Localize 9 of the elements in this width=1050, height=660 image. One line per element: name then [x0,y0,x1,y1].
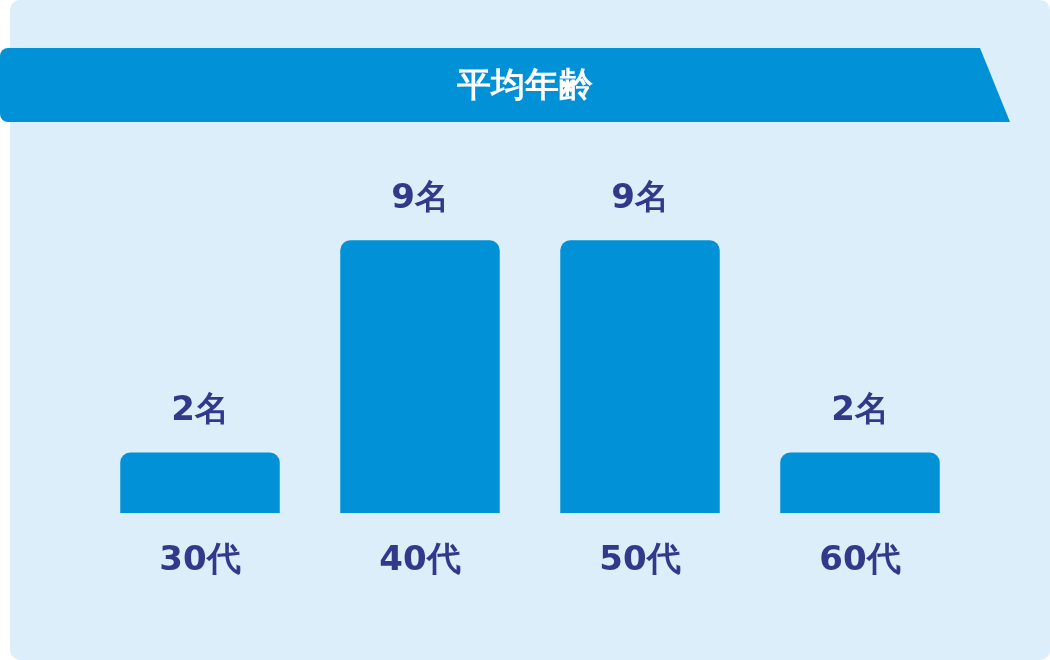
x-tick-label: 40代 [379,538,461,579]
chart-title: 平均年齢 [457,63,593,106]
x-tick-label: 50代 [599,538,681,579]
x-tick-label: 60代 [819,538,901,579]
data-label: 9名 [611,176,669,217]
data-label: 9名 [391,176,449,217]
data-label: 2名 [831,388,889,429]
data-label: 2名 [171,388,229,429]
x-tick-label: 30代 [159,538,241,579]
